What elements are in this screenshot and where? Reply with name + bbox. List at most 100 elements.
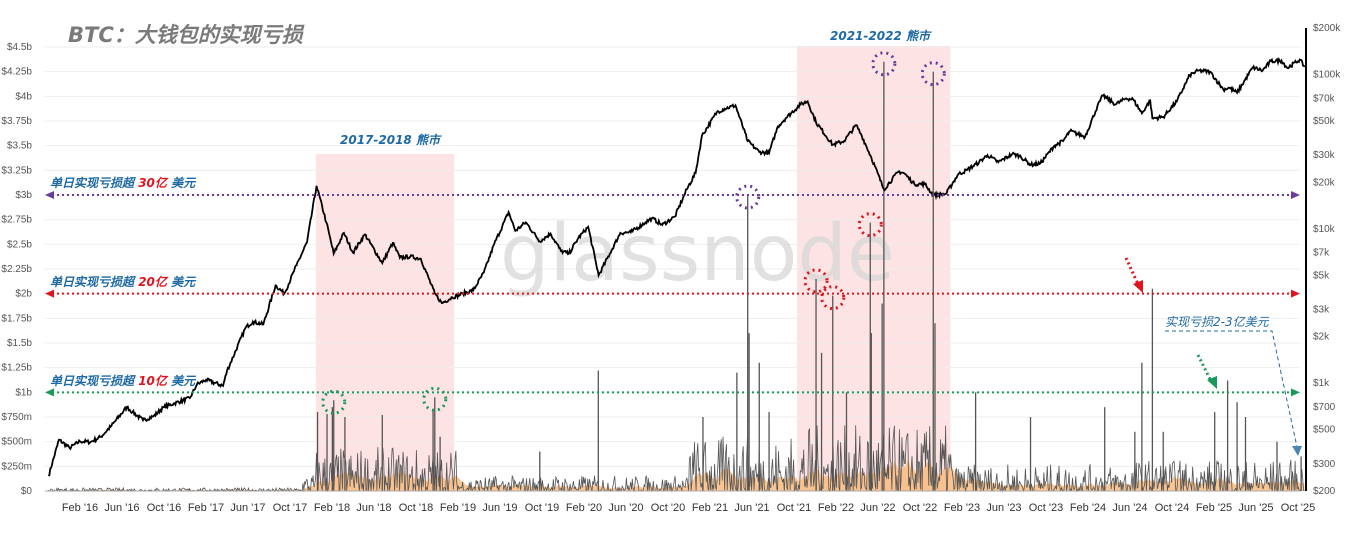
x-tick-label: Feb '25	[1196, 502, 1232, 514]
x-tick-label: Feb '20	[566, 502, 602, 514]
x-tick-label: Jun '16	[104, 502, 139, 514]
x-axis: Feb '16 Jun '16 Oct '16 Feb '17 Jun '17 Oct '…	[62, 502, 1315, 514]
chart-title: BTC：大钱包的实现亏损	[68, 23, 305, 47]
x-tick-label: Jun '24	[1112, 502, 1147, 514]
red-pointer-line	[1124, 257, 1140, 285]
right-tick-label: $2k	[1313, 332, 1330, 343]
left-tick-label: $3.5b	[7, 141, 32, 152]
threshold-lines	[45, 191, 1300, 397]
right-tick-label: $700	[1313, 402, 1336, 413]
x-tick-label: Oct '21	[777, 502, 812, 514]
x-tick-label: Oct '23	[1029, 502, 1064, 514]
right-tick-label: $1k	[1313, 378, 1330, 389]
highlight-circles	[321, 51, 946, 415]
left-tick-label: $2b	[15, 289, 32, 300]
left-tick-label: $750m	[1, 412, 32, 423]
left-tick-label: $0	[21, 486, 33, 497]
x-tick-label: Feb '19	[440, 502, 476, 514]
x-tick-label: Jun '20	[608, 502, 643, 514]
x-tick-label: Feb '21	[692, 502, 728, 514]
highlight-circle	[422, 386, 448, 412]
green-pointer-arrow-icon	[1207, 376, 1217, 389]
threshold-20-prefix: 单日实现亏损超	[50, 275, 138, 289]
right-tick-label: $5k	[1313, 270, 1330, 281]
left-tick-label: $3b	[15, 190, 32, 201]
left-tick-label: $2.75b	[1, 215, 32, 226]
threshold-20-label: 单日实现亏损超 20亿 美元	[50, 275, 197, 289]
x-tick-label: Oct '24	[1155, 502, 1190, 514]
x-tick-label: Feb '16	[62, 502, 98, 514]
left-tick-label: $1.75b	[1, 313, 32, 324]
loss-fill-area	[48, 459, 1305, 491]
x-tick-label: Oct '20	[651, 502, 686, 514]
threshold-30-prefix: 单日实现亏损超	[50, 176, 138, 190]
x-tick-label: Oct '17	[273, 502, 308, 514]
recent-pointer-arrow-icon	[1292, 446, 1302, 456]
left-tick-label: $4.25b	[1, 67, 32, 78]
arrow-right-icon	[1291, 388, 1300, 397]
right-tick-label: $100k	[1313, 69, 1341, 80]
right-tick-label: $300	[1313, 459, 1336, 470]
recent-loss-label: 实现亏损2-3亿美元	[1165, 315, 1270, 329]
x-tick-label: Oct '22	[903, 502, 938, 514]
x-tick-label: Oct '18	[399, 502, 434, 514]
highlight-circle	[820, 285, 846, 311]
x-tick-label: Feb '22	[818, 502, 854, 514]
threshold-10-value: 10亿	[138, 374, 169, 388]
left-tick-label: $1b	[15, 387, 32, 398]
right-tick-label: $70k	[1313, 93, 1336, 104]
right-tick-label: $7k	[1313, 248, 1330, 259]
arrow-left-icon	[45, 191, 54, 199]
recent-pointer-line	[1165, 330, 1298, 448]
left-tick-label: $500m	[1, 437, 32, 448]
bear-market-shade	[315, 154, 455, 491]
left-tick-label: $3.75b	[1, 116, 32, 127]
bear1-label: 2017-2018 熊市	[340, 133, 442, 147]
right-tick-label: $500	[1313, 425, 1336, 436]
right-tick-label: $200k	[1313, 23, 1341, 34]
x-tick-label: Jun '23	[986, 502, 1021, 514]
x-tick-label: Jun '19	[482, 502, 517, 514]
highlight-circle	[321, 389, 347, 415]
right-tick-label: $50k	[1313, 116, 1336, 127]
left-tick-label: $4b	[15, 91, 32, 102]
arrow-right-icon	[1291, 191, 1300, 199]
arrow-left-icon	[45, 289, 54, 298]
left-tick-label: $250m	[1, 461, 32, 472]
threshold-30-label: 单日实现亏损超 30亿 美元	[50, 176, 197, 190]
threshold-30-suffix: 美元	[167, 176, 197, 190]
left-axis: $0 $250m $500m $750m $1b $1.25b $1.5b $1.75b $2b…	[1, 42, 32, 497]
bear2-label: 2021-2022 熊市	[830, 29, 932, 43]
arrow-right-icon	[1291, 289, 1300, 298]
x-tick-label: Oct '19	[525, 502, 560, 514]
threshold-10-suffix: 美元	[167, 374, 197, 388]
highlight-circle	[735, 184, 761, 210]
right-tick-label: $200	[1313, 486, 1336, 497]
highlight-circle	[803, 268, 829, 294]
highlight-circle	[857, 212, 883, 238]
left-tick-label: $2.5b	[7, 239, 32, 250]
loss-series	[45, 61, 1305, 493]
left-tick-label: $1.25b	[1, 363, 32, 374]
left-tick-label: $3.25b	[1, 165, 32, 176]
price-series	[47, 56, 1306, 477]
x-tick-label: Oct '16	[147, 502, 182, 514]
x-tick-label: Feb '24	[1070, 502, 1106, 514]
btc-price-line	[47, 56, 1306, 477]
loss-area	[48, 459, 1305, 491]
right-tick-label: $20k	[1313, 177, 1336, 188]
right-tick-label: $3k	[1313, 304, 1330, 315]
right-axis: $200 $300 $500 $700 $1k $2k $3k $5k $7k $10k $20k $…	[1305, 23, 1341, 497]
annotation-arrows	[1124, 257, 1302, 456]
threshold-20-value: 20亿	[138, 275, 169, 289]
watermark: glassnode	[500, 209, 895, 299]
arrow-left-icon	[45, 388, 54, 397]
right-tick-label: $30k	[1313, 150, 1336, 161]
x-tick-label: Jun '21	[734, 502, 769, 514]
red-pointer-arrow-icon	[1133, 280, 1143, 293]
x-tick-label: Feb '17	[188, 502, 224, 514]
threshold-10-label: 单日实现亏损超 10亿 美元	[50, 374, 197, 388]
threshold-30-value: 30亿	[138, 176, 169, 190]
x-tick-label: Oct '25	[1281, 502, 1316, 514]
right-tick-label: $10k	[1313, 224, 1336, 235]
